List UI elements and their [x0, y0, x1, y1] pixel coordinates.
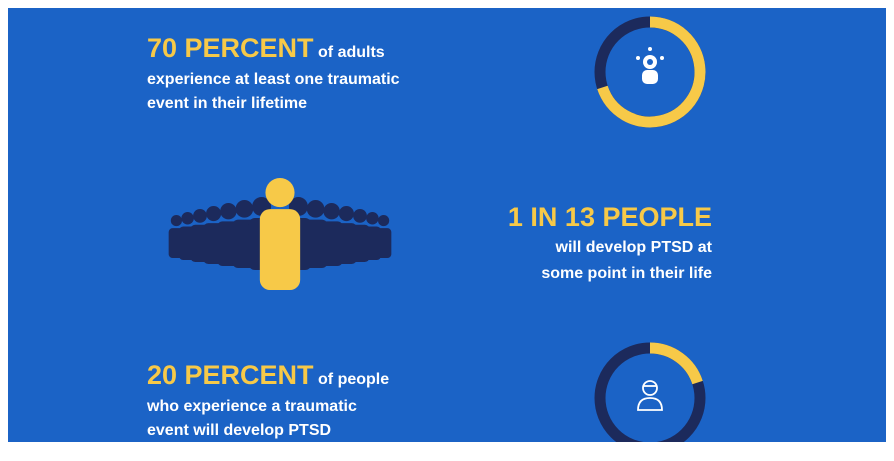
person-head [353, 209, 367, 223]
person-head [366, 212, 378, 224]
stat-text: event will develop PTSD [147, 422, 331, 439]
stat-text: some point in their life [541, 265, 712, 282]
person-head [171, 215, 182, 226]
stat-text: who experience a traumatic [146, 398, 357, 415]
person-head [265, 178, 294, 207]
person-head [193, 209, 207, 223]
stat-highlight: 70 PERCENT [147, 33, 314, 63]
background [8, 8, 886, 442]
person-head [220, 203, 236, 219]
stat-text: will develop PTSD at [555, 239, 713, 256]
person-body [260, 209, 300, 290]
person-head [206, 206, 221, 221]
stat-text: of people [318, 371, 389, 388]
stat-text: experience at least one traumatic [147, 71, 400, 88]
person-head [323, 203, 339, 219]
person-head [307, 200, 325, 218]
stat-text: event in their lifetime [147, 95, 307, 112]
person-head [339, 206, 354, 221]
person-head [181, 212, 193, 224]
person-head [378, 215, 389, 226]
stat-text: of adults [318, 44, 385, 61]
stat-highlight: 1 IN 13 PEOPLE [508, 202, 712, 232]
stat-highlight: 20 PERCENT [147, 360, 314, 390]
infographic: 70 PERCENT of adults experience at least… [0, 0, 894, 461]
person-head [236, 200, 254, 218]
